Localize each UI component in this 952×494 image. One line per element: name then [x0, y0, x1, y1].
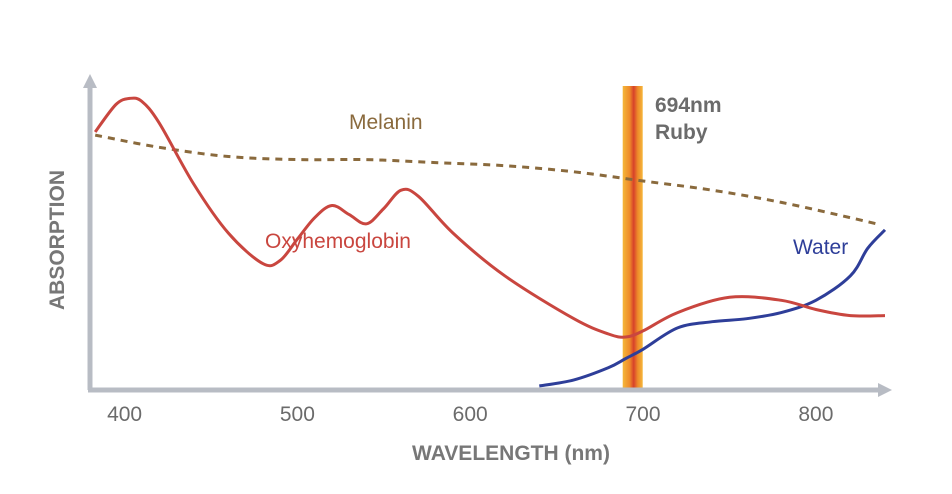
y-axis-title: ABSORPTION: [46, 170, 69, 310]
x-tick-label: 800: [798, 403, 833, 426]
x-tick-label: 600: [453, 403, 488, 426]
x-tick-label: 500: [280, 403, 315, 426]
melanin-line: [94, 133, 877, 226]
x-tick-label: 700: [625, 403, 660, 426]
x-tick-label: 400: [107, 403, 142, 426]
laser-name-label: Ruby: [655, 121, 708, 144]
x-tick-labels: 400 500 600 700 800: [107, 403, 833, 426]
oxyhemoglobin-label: Oxyhemoglobin: [265, 230, 411, 253]
x-axis-title: WAVELENGTH (nm): [412, 442, 610, 465]
water-label: Water: [793, 236, 848, 259]
laser-wavelength-label: 694nm: [655, 94, 722, 117]
melanin-label: Melanin: [349, 111, 423, 134]
ruby-laser-band: [622, 86, 643, 391]
x-axis-arrow-icon: [878, 383, 892, 397]
water-line: [539, 228, 887, 388]
y-axis-arrow-icon: [83, 74, 97, 88]
oxyhemoglobin-line: [93, 96, 886, 339]
